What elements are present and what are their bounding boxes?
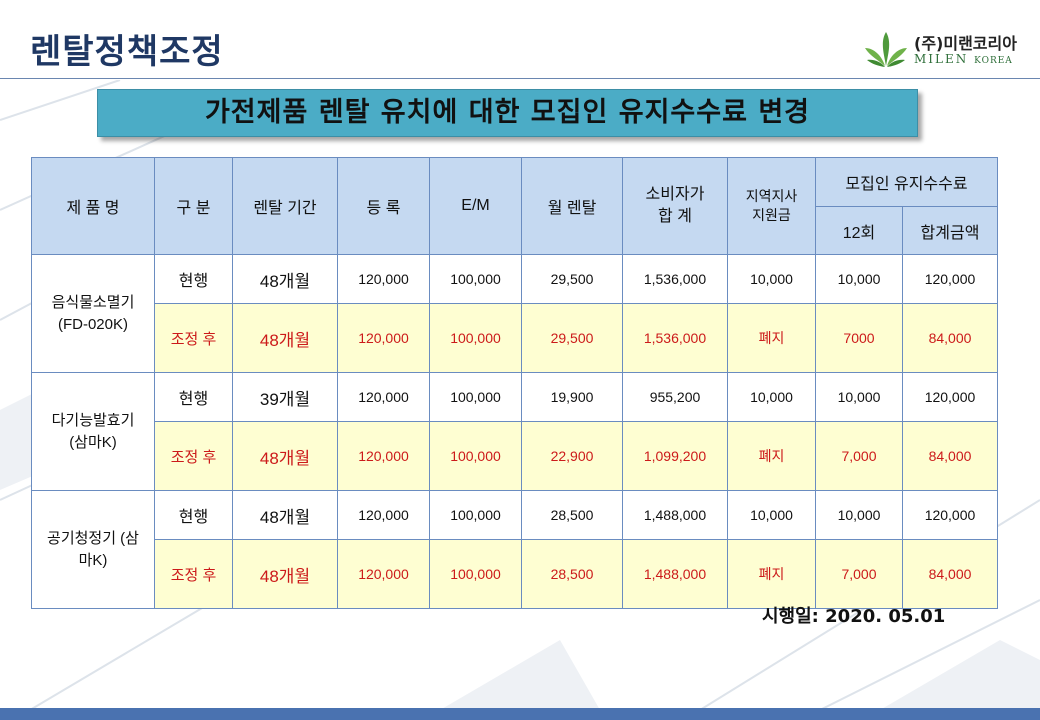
table-cell: 19,900 bbox=[521, 372, 623, 422]
table-cell: 120,000 bbox=[337, 254, 430, 304]
table-cell: 100,000 bbox=[429, 372, 522, 422]
table-cell: 39개월 bbox=[232, 372, 338, 422]
table-body: 음식물소멸기 (FD-020K) 현행 48개월 120,000 100,000 29,5… bbox=[31, 254, 998, 609]
table-cell: 120,000 bbox=[337, 421, 430, 491]
table-row: 조정 후 48개월 120,000 100,000 29,500 1,536,000 폐지 7… bbox=[32, 303, 998, 373]
table-cell: 28,500 bbox=[521, 539, 623, 609]
table-row: 공기청정기 (삼마K) 현행 48개월 120,000 100,000 28,500 1,4… bbox=[31, 490, 998, 609]
table-cell: 10,000 bbox=[815, 254, 903, 304]
table-row: 조정 후 48개월 120,000 100,000 28,500 1,488,000 폐지 7… bbox=[32, 539, 998, 609]
table-cell: 조정 후 bbox=[154, 539, 233, 609]
table-cell: 84,000 bbox=[902, 303, 998, 373]
table-cell: 10,000 bbox=[815, 372, 903, 422]
table-cell: 120,000 bbox=[902, 372, 998, 422]
page-title: 렌탈정책조정 bbox=[30, 32, 224, 72]
product-name-cell: 음식물소멸기 (FD-020K) bbox=[31, 254, 155, 373]
header-sum: 합계금액 bbox=[902, 206, 998, 255]
table-cell: 120,000 bbox=[337, 372, 430, 422]
header-em: E/M bbox=[429, 157, 522, 255]
logo-en-sub: KOREA bbox=[974, 56, 1013, 66]
logo-en-main: MILEN bbox=[914, 52, 969, 66]
table-cell: 100,000 bbox=[429, 490, 522, 540]
table-cell: 현행 bbox=[154, 254, 233, 304]
table-cell: 48개월 bbox=[232, 539, 338, 609]
table-cell: 100,000 bbox=[429, 421, 522, 491]
table-cell: 48개월 bbox=[232, 421, 338, 491]
header-product: 제 품 명 bbox=[31, 157, 155, 255]
subject-banner: 가전제품 렌탈 유치에 대한 모집인 유지수수료 변경 bbox=[97, 89, 918, 137]
bottom-bar bbox=[0, 708, 1040, 720]
table-cell: 48개월 bbox=[232, 254, 338, 304]
header-regional: 지역지사 지원금 bbox=[727, 157, 816, 255]
table-cell: 120,000 bbox=[902, 490, 998, 540]
header-kind: 구 분 bbox=[154, 157, 233, 255]
title-divider bbox=[0, 78, 1040, 79]
table-cell: 120,000 bbox=[337, 539, 430, 609]
table-cell: 1,488,000 bbox=[622, 539, 728, 609]
table-cell: 7,000 bbox=[815, 421, 903, 491]
table-cell: 120,000 bbox=[337, 303, 430, 373]
table-cell: 48개월 bbox=[232, 490, 338, 540]
table-cell: 120,000 bbox=[902, 254, 998, 304]
logo-english-name: MILEN KOREA bbox=[914, 52, 1013, 66]
logo-korean-name: (주)미랜코리아 bbox=[914, 34, 1017, 53]
table-cell: 84,000 bbox=[902, 421, 998, 491]
table-cell: 100,000 bbox=[429, 303, 522, 373]
table-cell: 100,000 bbox=[429, 539, 522, 609]
table-cell: 조정 후 bbox=[154, 303, 233, 373]
table-cell: 28,500 bbox=[521, 490, 623, 540]
commission-table: 제 품 명 구 분 렌탈 기간 등 록 E/M 월 렌탈 소비자가 합 계 지역… bbox=[31, 157, 998, 609]
table-row: 다기능발효기 (삼마K) 현행 39개월 120,000 100,000 19,900 95… bbox=[31, 372, 998, 491]
header-register: 등 록 bbox=[337, 157, 430, 255]
effective-date: 시행일: 2020. 05.01 bbox=[762, 606, 946, 627]
header-count12: 12회 bbox=[815, 206, 903, 255]
table-row: 음식물소멸기 (FD-020K) 현행 48개월 120,000 100,000 29,5… bbox=[31, 254, 998, 373]
table-cell: 1,488,000 bbox=[622, 490, 728, 540]
table-cell: 폐지 bbox=[727, 303, 816, 373]
table-cell: 29,500 bbox=[521, 303, 623, 373]
table-cell: 현행 bbox=[154, 372, 233, 422]
header-total: 소비자가 합 계 bbox=[622, 157, 728, 255]
table-cell: 955,200 bbox=[622, 372, 728, 422]
table-cell: 120,000 bbox=[337, 490, 430, 540]
header-commission: 모집인 유지수수료 bbox=[815, 157, 998, 207]
table-cell: 1,536,000 bbox=[622, 303, 728, 373]
table-cell: 22,900 bbox=[521, 421, 623, 491]
table-cell: 7,000 bbox=[815, 539, 903, 609]
table-cell: 48개월 bbox=[232, 303, 338, 373]
table-cell: 100,000 bbox=[429, 254, 522, 304]
table-cell: 29,500 bbox=[521, 254, 623, 304]
table-cell: 현행 bbox=[154, 490, 233, 540]
table-cell: 10,000 bbox=[815, 490, 903, 540]
table-cell: 10,000 bbox=[727, 254, 816, 304]
product-name-cell: 공기청정기 (삼마K) bbox=[31, 490, 155, 609]
table-cell: 1,099,200 bbox=[622, 421, 728, 491]
leaf-logo-icon bbox=[865, 32, 907, 67]
company-logo: (주)미랜코리아 MILEN KOREA bbox=[864, 28, 1024, 72]
table-cell: 조정 후 bbox=[154, 421, 233, 491]
table-cell: 폐지 bbox=[727, 539, 816, 609]
header-monthly: 월 렌탈 bbox=[521, 157, 623, 255]
table-cell: 10,000 bbox=[727, 372, 816, 422]
table-cell: 84,000 bbox=[902, 539, 998, 609]
table-cell: 7000 bbox=[815, 303, 903, 373]
product-name-cell: 다기능발효기 (삼마K) bbox=[31, 372, 155, 491]
table-cell: 1,536,000 bbox=[622, 254, 728, 304]
header-subrow: 12회 합계금액 bbox=[32, 206, 998, 255]
header-period: 렌탈 기간 bbox=[232, 157, 338, 255]
table-row: 조정 후 48개월 120,000 100,000 22,900 1,099,200 폐지 7… bbox=[32, 421, 998, 491]
table-cell: 폐지 bbox=[727, 421, 816, 491]
table-cell: 10,000 bbox=[727, 490, 816, 540]
header-row: 제 품 명 구 분 렌탈 기간 등 록 E/M 월 렌탈 소비자가 합 계 지역… bbox=[31, 157, 998, 255]
